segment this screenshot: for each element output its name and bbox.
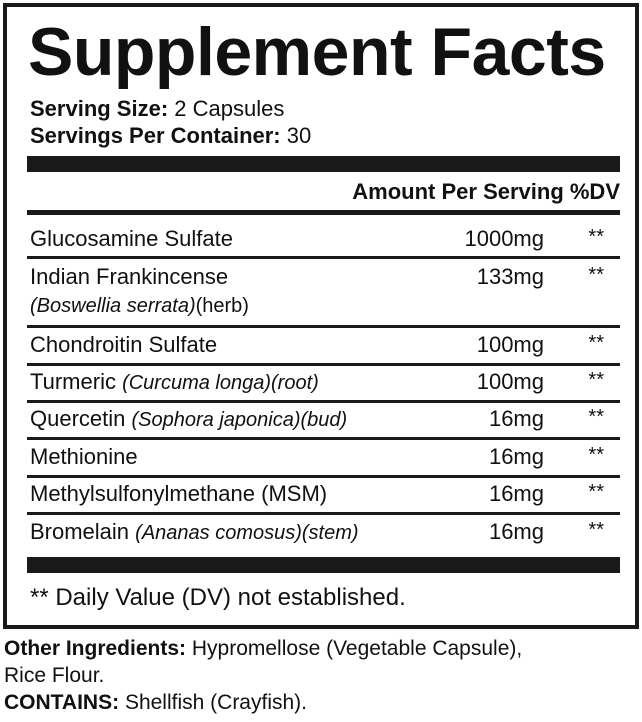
ingredient-dv: ** (588, 519, 604, 541)
ingredient-part: (herb) (195, 295, 249, 317)
other-ingredients: Other Ingredients: Hypromellose (Vegetab… (4, 637, 522, 661)
ingredient-amount: 100mg (476, 332, 544, 357)
serving-size-label: Serving Size: (30, 96, 169, 121)
ingredient-row: Chondroitin Sulfate 100mg ** (30, 332, 620, 358)
ingredient-name-text: Bromelain (30, 519, 136, 544)
other-ingredients-value: Hypromellose (Vegetable Capsule), (186, 637, 523, 660)
ingredient-name: Methionine (30, 444, 138, 471)
ingredient-name-text: Chondroitin Sulfate (30, 332, 218, 357)
ingredient-dv: ** (588, 444, 604, 466)
ingredient-amount: 100mg (476, 369, 544, 394)
thick-divider (27, 156, 620, 172)
ingredient-source: (Ananas comosus)(stem) (135, 522, 359, 544)
ingredient-amount: 133mg (476, 264, 544, 289)
footnote: ** Daily Value (DV) not established. (30, 584, 406, 611)
ingredient-row: Turmeric (Curcuma longa)(root) 100mg ** (30, 369, 620, 395)
ingredient-name-text: Quercetin (30, 406, 132, 431)
thick-divider-bottom (27, 557, 620, 573)
ingredient-name: Quercetin (Sophora japonica)(bud) (30, 406, 347, 433)
servings-per-container-value: 30 (286, 123, 312, 148)
ingredient-amount: 16mg (488, 519, 544, 544)
ingredient-name: Turmeric (Curcuma longa)(root) (30, 369, 319, 396)
ingredient-name-text: Glucosamine Sulfate (30, 226, 233, 251)
ingredient-dv: ** (588, 369, 604, 391)
row-divider (27, 400, 620, 403)
ingredient-source-line: (Boswellia serrata)(herb) (30, 294, 249, 318)
row-divider (27, 475, 620, 478)
column-header: Amount Per Serving %DV (352, 179, 620, 204)
ingredient-row: Quercetin (Sophora japonica)(bud) 16mg ** (30, 406, 620, 432)
ingredient-row: Indian Frankincense (Boswellia serrata)(h… (30, 264, 620, 317)
servings-per-container: Servings Per Container: 30 (30, 123, 311, 149)
ingredient-row: Methylsulfonylmethane (MSM) 16mg ** (30, 481, 620, 507)
row-divider (27, 437, 620, 440)
ingredient-dv: ** (588, 264, 604, 286)
contains-value: Shellfish (Crayfish). (119, 691, 307, 714)
other-ingredients-label: Other Ingredients: (4, 637, 187, 660)
ingredient-row: Glucosamine Sulfate 1000mg ** (30, 226, 620, 252)
ingredient-source: (Sophora japonica)(bud) (131, 409, 348, 431)
ingredient-name: Methylsulfonylmethane (MSM) (30, 481, 327, 508)
supplement-facts-panel (3, 3, 639, 629)
ingredient-name-text: Methylsulfonylmethane (MSM) (30, 481, 328, 506)
ingredient-name-text: Indian Frankincense (30, 264, 229, 289)
ingredient-dv: ** (588, 332, 604, 354)
row-divider (27, 363, 620, 366)
ingredient-row: Methionine 16mg ** (30, 444, 620, 470)
ingredient-amount: 16mg (488, 406, 544, 431)
ingredient-source: (Curcuma longa)(root) (122, 372, 319, 394)
ingredient-dv: ** (588, 406, 604, 428)
row-divider (27, 512, 620, 515)
panel-title: Supplement Facts (28, 14, 606, 90)
servings-per-container-label: Servings Per Container: (30, 123, 281, 148)
ingredient-row: Bromelain (Ananas comosus)(stem) 16mg ** (30, 519, 620, 545)
ingredient-name: Glucosamine Sulfate (30, 226, 233, 253)
header-divider (27, 210, 620, 215)
contains: CONTAINS: Shellfish (Crayfish). (4, 691, 307, 715)
ingredient-dv: ** (588, 226, 604, 248)
ingredient-amount: 1000mg (464, 226, 544, 251)
ingredient-name: Indian Frankincense (30, 264, 228, 291)
serving-size-value: 2 Capsules (174, 96, 285, 121)
contains-label: CONTAINS: (4, 691, 120, 714)
ingredient-amount: 16mg (488, 444, 544, 469)
row-divider (27, 256, 620, 259)
ingredient-botanical: (Boswellia serrata) (30, 295, 196, 317)
ingredient-dv: ** (588, 481, 604, 503)
ingredient-name: Chondroitin Sulfate (30, 332, 217, 359)
ingredient-name-text: Methionine (30, 444, 138, 469)
ingredient-name: Bromelain (Ananas comosus)(stem) (30, 519, 359, 546)
row-divider (27, 325, 620, 328)
other-ingredients-line2: Rice Flour. (4, 664, 105, 687)
ingredient-amount: 16mg (488, 481, 544, 506)
serving-size: Serving Size: 2 Capsules (30, 96, 284, 122)
ingredient-name-text: Turmeric (30, 369, 123, 394)
